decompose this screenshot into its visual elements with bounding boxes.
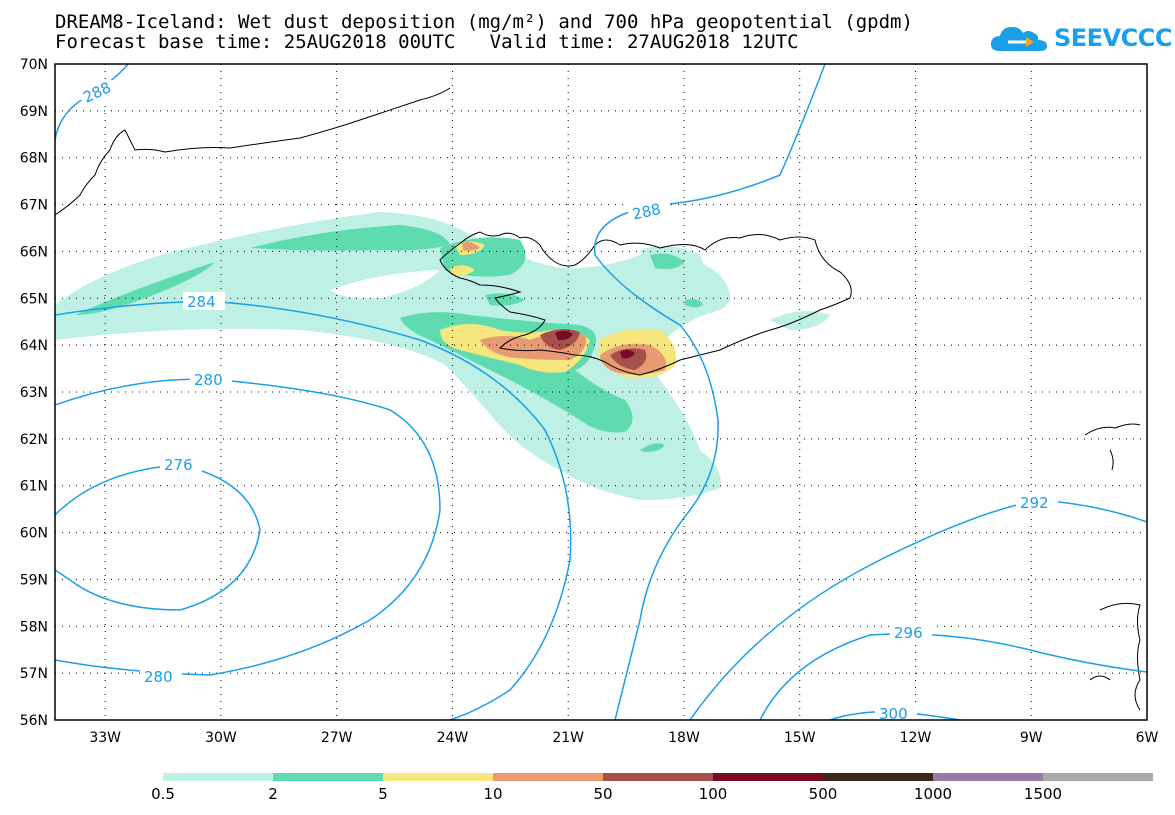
- legend-label: 0.5: [151, 785, 175, 803]
- legend-label: 1500: [1024, 785, 1062, 803]
- legend-label: 5: [378, 785, 388, 803]
- latitude-label: 56N: [20, 713, 48, 729]
- legend-label: 10: [483, 785, 502, 803]
- iceland-coastline: [439, 231, 852, 376]
- latitude-label: 66N: [20, 244, 48, 260]
- legend-swatch: [493, 773, 603, 781]
- latitude-label: 69N: [20, 104, 48, 120]
- contour-280: [55, 378, 441, 676]
- cloud-icon: [990, 27, 1047, 51]
- coastlines: [55, 87, 1141, 711]
- latitude-label: 68N: [20, 151, 48, 167]
- legend-label: 1000: [914, 785, 952, 803]
- legend-swatch: [163, 773, 273, 781]
- scotland-coastline: [1084, 423, 1141, 711]
- map-subtitle: Forecast base time: 25AUG2018 00UTC Vali…: [55, 31, 799, 53]
- contour-label: 288: [631, 200, 663, 224]
- greenland-coastline: [55, 87, 451, 216]
- legend-label: 2: [268, 785, 278, 803]
- contour-label: 292: [1020, 494, 1049, 512]
- legend-label: 100: [699, 785, 728, 803]
- deposition-shading: [55, 212, 830, 500]
- longitude-label: 9W: [1020, 730, 1043, 746]
- color-legend: 0.5 2 5 10 50 100 500 1000 1500: [151, 773, 1153, 803]
- deposition-bin-2: [250, 225, 450, 251]
- longitude-label: 12W: [900, 730, 932, 746]
- longitude-label: 18W: [668, 730, 700, 746]
- latitude-label: 70N: [20, 57, 48, 73]
- latitude-label: 58N: [20, 619, 48, 635]
- longitude-label: 15W: [784, 730, 816, 746]
- contour-label: 300: [879, 705, 908, 723]
- legend-swatch: [713, 773, 823, 781]
- deposition-bin-0.5: [55, 212, 730, 500]
- longitude-labels: 33W 30W 27W 24W 21W 18W 15W 12W 9W 6W: [89, 730, 1158, 746]
- contour-288: [593, 64, 826, 720]
- longitude-label: 30W: [205, 730, 237, 746]
- contour-label: 280: [194, 371, 223, 389]
- longitude-label: 6W: [1136, 730, 1159, 746]
- legend-swatch: [823, 773, 933, 781]
- latitude-label: 59N: [20, 572, 48, 588]
- longitude-label: 27W: [321, 730, 353, 746]
- latitude-label: 65N: [20, 291, 48, 307]
- contour-296: [759, 633, 1147, 720]
- plot-frame: [54, 63, 1148, 721]
- longitude-label: 33W: [89, 730, 121, 746]
- logo-text: SEEVCCC: [1054, 24, 1173, 52]
- latitude-label: 63N: [20, 385, 48, 401]
- contour-276: [55, 464, 261, 611]
- latitude-label: 64N: [20, 338, 48, 354]
- legend-label: 500: [809, 785, 838, 803]
- contour-label: 296: [894, 624, 923, 642]
- longitude-label: 21W: [552, 730, 584, 746]
- longitude-label: 24W: [437, 730, 469, 746]
- contour-292: [689, 499, 1147, 720]
- contour-label: 276: [164, 456, 193, 474]
- latitude-labels: 70N 69N 68N 67N 66N 65N 64N 63N 62N 61N 60N 59N 58N 5…: [20, 57, 48, 729]
- contour-label: 284: [187, 293, 216, 311]
- contour-labels: 288 288 284 280 276 280 292 296 300: [78, 78, 1058, 723]
- graticule: [55, 64, 1147, 720]
- legend-swatch: [383, 773, 493, 781]
- map-title: DREAM8-Iceland: Wet dust deposition (mg/…: [55, 11, 913, 33]
- latitude-label: 62N: [20, 432, 48, 448]
- latitude-label: 61N: [20, 479, 48, 495]
- legend-swatch: [603, 773, 713, 781]
- latitude-label: 57N: [20, 666, 48, 682]
- seevccc-logo: SEEVCCC: [990, 18, 1173, 58]
- contour-label: 280: [144, 668, 173, 686]
- legend-swatch: [933, 773, 1043, 781]
- legend-label: 50: [593, 785, 612, 803]
- legend-swatch: [1043, 773, 1153, 781]
- legend-swatch: [273, 773, 383, 781]
- latitude-label: 67N: [20, 198, 48, 214]
- latitude-label: 60N: [20, 526, 48, 542]
